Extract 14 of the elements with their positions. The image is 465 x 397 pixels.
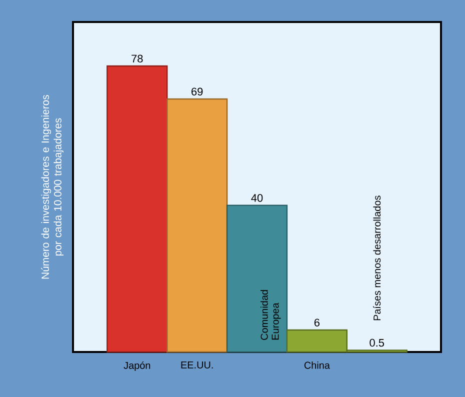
x-tick-label: EE.UU.: [181, 362, 213, 368]
bar: [166, 98, 228, 353]
data-label: 69: [192, 88, 203, 96]
x-tick-label: Países menos desarrollados: [373, 196, 381, 320]
x-tick-label: China: [304, 362, 330, 369]
data-label: 40: [251, 194, 263, 202]
data-label: 0.5: [370, 338, 384, 347]
bar: [106, 65, 168, 353]
data-label: 6: [314, 318, 320, 326]
data-label: 78: [132, 54, 143, 62]
x-tick-label: Japón: [124, 362, 150, 371]
bar: [226, 204, 288, 353]
x-tick-label: Comunidad Europea: [260, 290, 281, 340]
y-axis-title: Número de investigadores e Ingenieros por cada 10.000 trabajadores: [41, 94, 64, 279]
